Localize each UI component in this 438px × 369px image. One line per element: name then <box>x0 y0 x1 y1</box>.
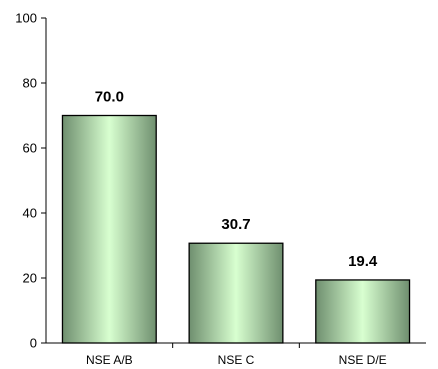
bar-nse-c <box>188 242 284 344</box>
data-label: 30.7 <box>221 216 250 233</box>
y-tick-label: 20 <box>23 271 37 286</box>
data-label: 70.0 <box>95 89 124 106</box>
y-tick-label: 60 <box>23 141 37 156</box>
y-tick-label: 100 <box>15 11 37 26</box>
y-tick-label: 40 <box>23 206 37 221</box>
bar-nse-d-e <box>315 279 411 344</box>
y-tick-label: 80 <box>23 76 37 91</box>
data-label: 19.4 <box>348 253 378 270</box>
bars <box>61 114 411 344</box>
category-label: NSE D/E <box>339 353 387 367</box>
bar-nse-a-b <box>61 114 157 344</box>
labels: 70.0 NSE A/B 30.7 NSE C 19.4 NSE D/E <box>86 89 387 368</box>
category-label: NSE C <box>218 353 255 367</box>
y-tick-label: 0 <box>30 336 37 351</box>
category-label: NSE A/B <box>86 353 133 367</box>
